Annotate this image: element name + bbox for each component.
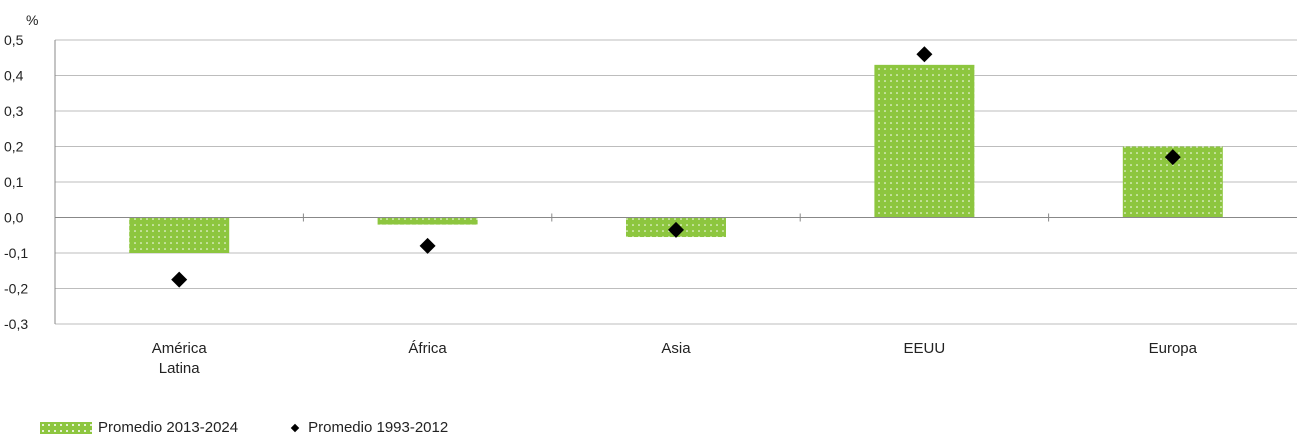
legend-label-bars: Promedio 2013-2024 [98,419,239,436]
diamond-marker [1164,149,1181,166]
y-tick-label: 0,2 [4,139,24,155]
legend-item-bars: Promedio 2013-2024 [40,419,238,436]
category-label: América [152,340,208,357]
bar [874,64,975,218]
legend-diamond-icon [290,423,300,432]
legend: Promedio 2013-2024 Promedio 1993-2012 [40,419,500,436]
diamond-marker [916,46,933,63]
category-label: Latina [159,360,201,377]
y-tick-label: -0,1 [4,245,28,261]
y-tick-label: 0,0 [4,210,24,226]
y-tick-label: 0,1 [4,174,24,190]
category-label: África [408,340,447,357]
y-tick-label: 0,4 [4,68,24,84]
legend-bar-swatch [40,421,92,434]
legend-item-markers: Promedio 1993-2012 [290,419,448,436]
diamond-marker [668,221,684,238]
y-tick-label: 0,5 [4,32,24,48]
y-tick-label: -0,3 [4,316,28,332]
bar [129,217,230,253]
y-axis-unit-label: % [26,12,38,28]
bar [377,217,478,225]
y-tick-label: 0,3 [4,103,24,119]
category-label: Asia [661,340,691,357]
diamond-marker [419,237,436,254]
category-label: Europa [1149,340,1198,357]
y-tick-label: -0,2 [4,281,28,297]
category-label: EEUU [904,340,946,357]
legend-label-markers: Promedio 1993-2012 [308,419,449,436]
diamond-marker [171,271,188,288]
